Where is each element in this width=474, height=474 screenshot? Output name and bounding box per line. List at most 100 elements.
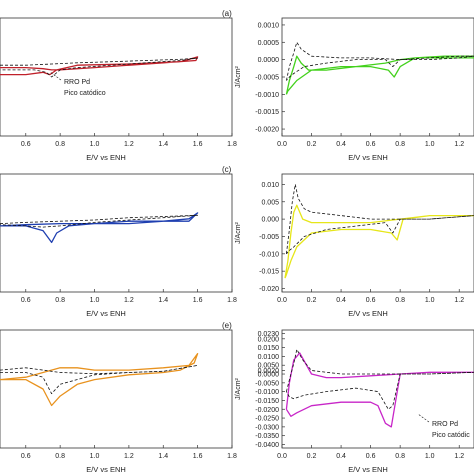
x-tick-label: 1.4 (158, 141, 168, 148)
panel-right-top: 0.0 0.2 0.4 0.6 0.8 1.0 1.2 E/V vs ENH 0.0010 0.0… (222, 9, 474, 162)
x-tick-label: 0.6 (21, 453, 31, 460)
x-tick-label: 0.8 (55, 141, 65, 148)
panel-label: (a) (222, 9, 232, 18)
y-tick-label: -0.0050 (255, 380, 279, 387)
x-tick-label: 1.0 (425, 297, 435, 304)
y-tick-label: 0.0005 (258, 40, 280, 47)
y-tick-label: 0.005 (261, 199, 279, 206)
x-tick-label: 1.2 (454, 453, 464, 460)
solid-series-line (0, 352, 199, 407)
x-tick-label: 0.0 (277, 297, 287, 304)
plot-frame (281, 173, 474, 293)
y-tick-label: -0.0005 (255, 75, 279, 82)
x-tick-label: 0.6 (366, 141, 376, 148)
y-tick-label: 0.010 (261, 182, 279, 189)
dashed-series-line (286, 349, 474, 410)
plot-frame (0, 329, 233, 449)
y-tick-label: -0.0400 (255, 442, 279, 449)
x-tick-label: 1.2 (454, 141, 464, 148)
y-tick-label: -0.0350 (255, 433, 279, 440)
y-tick-label: -0.0010 (255, 92, 279, 99)
panel-label: (c) (222, 165, 232, 174)
panel-right-bottom: 0.0 0.2 0.4 0.6 0.8 1.0 1.2E/V vs ENH0.02300.0… (222, 321, 474, 474)
y-tick-label: -0.0300 (255, 424, 279, 431)
x-axis-label: E/V vs ENH (348, 153, 388, 162)
y-tick-label: -0.010 (259, 251, 279, 258)
plot-frame (0, 173, 233, 293)
x-tick-label: 1.8 (227, 453, 237, 460)
x-tick-label: 0.6 (366, 453, 376, 460)
y-tick-label: 0.0010 (258, 22, 280, 29)
x-tick-label: 0.4 (336, 141, 346, 148)
x-tick-label: 0.0 (277, 453, 287, 460)
panel-left-top: 0.6 0.8 1.0 1.2 1.4 1.6 1.8 E/V vs ENH RRO Pd Pic… (0, 17, 237, 162)
solid-series-line (0, 212, 199, 244)
y-tick-label: -0.0020 (255, 127, 279, 134)
annotation-label: RRO Pd (432, 421, 458, 428)
dashed-series-line (286, 184, 474, 255)
x-axis-label: E/V vs ENH (348, 309, 388, 318)
x-tick-label: 1.0 (90, 141, 100, 148)
x-tick-label: 1.2 (124, 297, 134, 304)
solid-series-line (285, 55, 474, 95)
x-tick-label: 1.0 (425, 453, 435, 460)
x-tick-label: 1.6 (193, 297, 203, 304)
x-tick-label: 1.2 (124, 453, 134, 460)
x-tick-label: 0.6 (21, 141, 31, 148)
y-axis-label: J/Acm² (235, 377, 242, 399)
y-axis-label: J/Acm² (235, 221, 242, 243)
x-axis-label: E/V vs ENH (86, 309, 126, 318)
y-tick-label: 0.0100 (258, 354, 280, 361)
dashed-series-line (0, 57, 198, 78)
solid-series-line (285, 352, 474, 428)
y-tick-label: 0.0020 (258, 368, 280, 375)
x-tick-label: 0.2 (307, 141, 317, 148)
x-tick-label: 0.2 (307, 297, 317, 304)
x-tick-label: 1.4 (158, 297, 168, 304)
y-tick-label: -0.020 (259, 286, 279, 293)
y-axis-label: J/Acm² (235, 65, 242, 87)
panel-label: (e) (222, 321, 232, 330)
x-axis-label: E/V vs ENH (86, 465, 126, 474)
x-tick-label: 1.8 (227, 141, 237, 148)
y-tick-label: -0.0250 (255, 416, 279, 423)
x-tick-label: 0.4 (336, 297, 346, 304)
x-tick-label: 1.6 (193, 453, 203, 460)
x-tick-label: 0.8 (55, 453, 65, 460)
x-tick-label: 1.0 (90, 297, 100, 304)
x-tick-label: 1.0 (90, 453, 100, 460)
annotation-leader-line (49, 71, 62, 81)
x-tick-label: 1.2 (454, 297, 464, 304)
annotation-leader-line (417, 413, 430, 423)
y-tick-label: -0.0015 (255, 109, 279, 116)
y-tick-label: -0.0150 (255, 398, 279, 405)
dashed-series-line (286, 41, 474, 81)
solid-series-line (284, 204, 474, 279)
x-axis-label: E/V vs ENH (348, 465, 388, 474)
x-tick-label: 1.4 (158, 453, 168, 460)
x-tick-label: 0.6 (366, 297, 376, 304)
x-tick-label: 1.6 (193, 141, 203, 148)
x-axis-label: E/V vs ENH (86, 153, 126, 162)
y-tick-label: 0.0200 (258, 336, 280, 343)
y-tick-label: 0.0000 (258, 372, 280, 379)
y-tick-label: 0.0230 (258, 331, 280, 338)
x-tick-label: 0.4 (336, 453, 346, 460)
annotation-label: Pico catódic (432, 432, 470, 439)
y-tick-label: 0.0150 (258, 345, 280, 352)
x-tick-label: 0.2 (307, 453, 317, 460)
x-tick-label: 0.8 (395, 141, 405, 148)
y-tick-label: -0.0100 (255, 389, 279, 396)
annotation-label: Pico catódico (64, 90, 106, 97)
x-tick-label: 1.0 (425, 141, 435, 148)
plot-frame (281, 329, 474, 449)
panel-left-middle: 0.6 0.8 1.0 1.2 1.4 1.6 1.8 E/V vs ENH (0, 173, 237, 318)
x-tick-label: 0.8 (395, 297, 405, 304)
dashed-series-line (0, 365, 198, 395)
x-tick-label: 0.0 (277, 141, 287, 148)
y-tick-label: 0.000 (261, 217, 279, 224)
x-tick-label: 0.6 (21, 297, 31, 304)
panel-left-bottom: 0.6 0.8 1.0 1.2 1.4 1.6 1.8 E/V vs ENH (0, 329, 237, 474)
annotation-label: RRO Pd (64, 79, 90, 86)
plot-frame (281, 17, 474, 137)
